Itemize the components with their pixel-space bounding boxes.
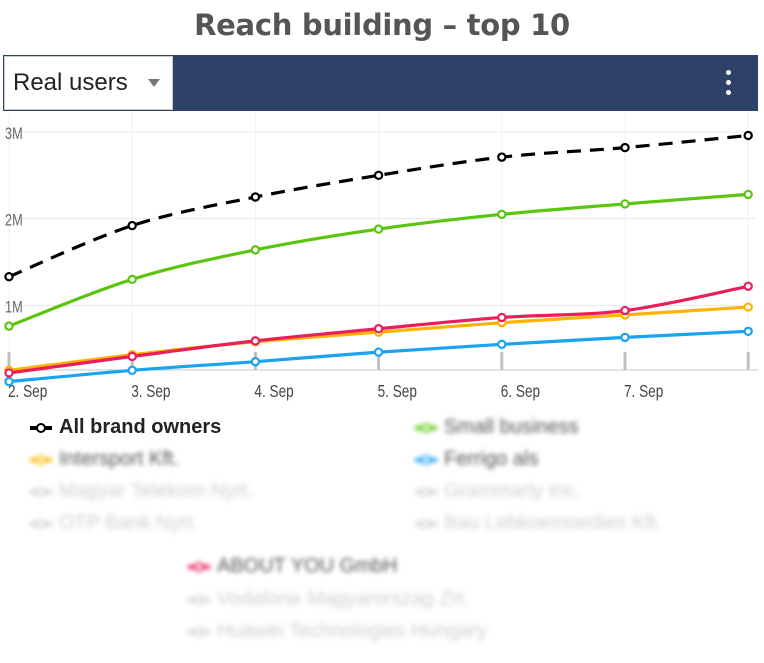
legend-marker-icon [188,593,210,607]
legend-item[interactable]: Ferrigo als [415,448,538,471]
legend-label: Ferrigo als [444,448,539,470]
legend-marker-icon [188,560,210,574]
chart-toolbar: Real users [3,55,758,111]
data-point [250,336,261,346]
legend-item[interactable]: Intersport Kft. [30,448,179,471]
legend-label: Magyar Telekom Nyrt. [59,480,254,502]
data-point [127,351,137,362]
data-point [250,356,261,367]
data-point [373,324,384,334]
x-tick-label: 7. Sep [624,382,664,401]
x-tick-label: 6. Sep [501,382,541,401]
data-point [620,305,630,316]
data-point [743,326,753,337]
legend-item[interactable]: OTP Bank Nyrt. [30,512,199,535]
x-tick-label: 2. Sep [8,382,48,401]
legend-marker-icon [188,625,210,639]
legend-marker-icon [415,421,437,435]
data-point [497,209,507,220]
data-point [497,312,507,323]
data-point [620,199,630,209]
legend-label: Small business [444,416,579,438]
data-point [250,192,261,202]
legend-marker-icon [415,485,437,499]
legend-label: All brand owners [59,416,222,438]
legend-label: Vodafone Magyarorszag Zrt. [217,588,470,610]
legend-item[interactable]: Bau Lebkoemoedies Kft. [415,512,662,535]
data-point [497,152,507,162]
data-point [373,224,384,234]
data-point [373,347,384,357]
legend-label: Intersport Kft. [59,448,180,470]
legend-item[interactable]: Vodafone Magyarorszag Zrt. [188,588,469,611]
chevron-down-icon [148,79,160,87]
legend-marker-icon [30,453,52,467]
legend-item[interactable]: Small business [415,416,579,439]
x-tick-label: 4. Sep [254,382,294,401]
data-point [620,142,630,153]
data-point [373,170,384,181]
data-point [250,245,261,255]
data-point [127,220,137,231]
legend-item[interactable]: All brand owners [30,416,221,439]
legend-label: Huawei Technologies Hungary [217,620,487,642]
y-tick-label: 2M [5,212,23,230]
legend-marker-icon [415,453,437,467]
x-tick-label: 5. Sep [378,382,418,401]
data-point [127,274,137,285]
kebab-menu-icon[interactable] [716,68,742,98]
data-point [4,321,14,331]
legend-marker-icon [30,421,52,435]
legend-item[interactable]: Grammarly Inc. [415,480,581,503]
legend-marker-icon [30,485,52,499]
data-point [743,130,753,141]
data-point [497,339,507,350]
data-point [620,332,630,343]
data-point [127,365,137,376]
legend-item[interactable]: Magyar Telekom Nyrt. [30,480,253,503]
legend-item[interactable]: ABOUT YOU GmbH [188,555,397,578]
legend-label: ABOUT YOU GmbH [217,555,398,577]
legend-marker-icon [415,517,437,531]
data-point [743,281,753,291]
legend-label: Grammarly Inc. [444,480,581,502]
data-point [743,189,753,200]
chart-title: Reach building – top 10 [194,8,570,42]
data-point [4,272,14,282]
data-point [4,376,14,387]
x-tick-label: 3. Sep [131,382,171,401]
legend-marker-icon [30,517,52,531]
y-tick-label: 1M [5,299,23,317]
data-point [743,302,753,312]
y-tick-label: 3M [5,126,23,144]
data-point [4,368,14,378]
legend-label: OTP Bank Nyrt. [59,512,199,534]
legend-label: Bau Lebkoemoedies Kft. [444,512,662,534]
legend-item[interactable]: Huawei Technologies Hungary [188,620,487,643]
metric-select-value: Real users [13,69,128,96]
line-chart: 3M 2M 1M 2. Sep 3. Sep 4. Sep 5. Sep 6. Sep 7. S… [4,112,758,401]
metric-select[interactable]: Real users [4,56,173,110]
